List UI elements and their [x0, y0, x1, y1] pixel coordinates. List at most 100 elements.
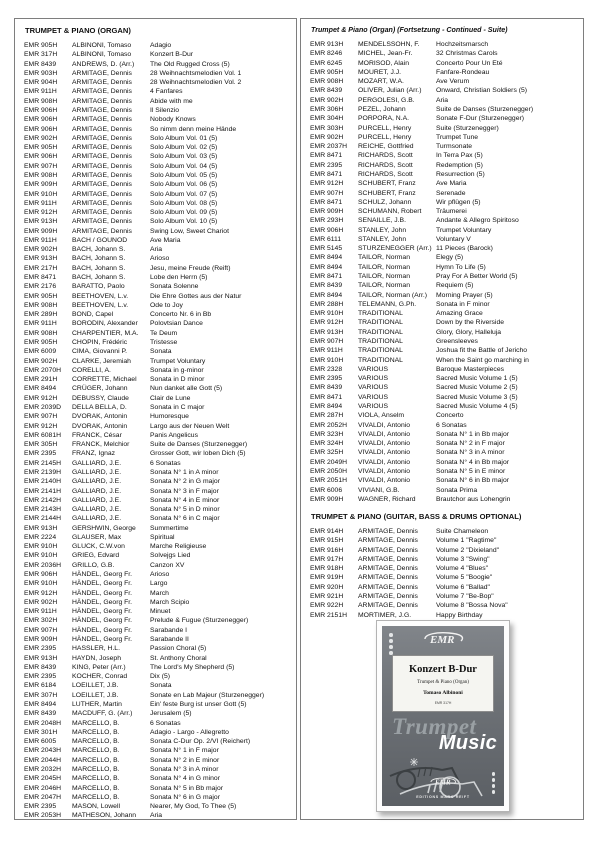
catalog-ref: EMR 919H — [310, 574, 344, 582]
catalog-ref: EMR 922H — [310, 602, 344, 610]
catalog-ref: EMR 2143H — [24, 506, 62, 514]
catalog-ref: EMR 912H — [310, 319, 344, 327]
catalog-composer: MENDELSSOHN, F. — [358, 41, 420, 48]
catalog-ref: EMR 8439 — [24, 60, 57, 68]
catalog-ref: EMR 911H — [24, 608, 57, 616]
catalog-composer: DVORAK, Antonin — [72, 413, 128, 421]
catalog-ref: EMR 902H — [24, 134, 58, 142]
catalog-composer: CHOPIN, Frédéric — [72, 339, 128, 346]
catalog-composer: TAILOR, Norman — [358, 282, 410, 290]
catalog-title: Sacred Music Volume 2 (5) — [436, 384, 518, 392]
catalog-composer: MICHEL, Jean-Fr. — [358, 50, 413, 58]
catalog-ref: EMR 908H — [24, 301, 58, 309]
catalog-composer: LUTHER, Martin — [72, 700, 122, 708]
catalog-title: 6 Sonatas — [150, 719, 181, 727]
table-row: EMR 2151H MORTIMER, J.G. Happy Birthday — [310, 611, 581, 620]
catalog-ref: EMR 323H — [310, 430, 344, 438]
catalog-composer: LOEILLET, J.B. — [72, 691, 119, 699]
table-row: EMR 909H SCHUMANN, Robert Träumerei — [310, 207, 581, 216]
catalog-ref: EMR 317H — [24, 51, 58, 59]
table-row: EMR 8471 BACH, Johann S. Lobe den Herrn (5… — [24, 273, 294, 282]
catalog-title: Joshua fit the Battle of Jericho — [436, 347, 528, 355]
table-row: EMR 902H HÄNDEL, Georg Fr. March Scipio — [24, 598, 294, 607]
table-row: EMR 921H ARMITAGE, Dennis Volume 7 "Be-Bop… — [310, 592, 581, 601]
catalog-ref: EMR 217H — [24, 264, 58, 272]
catalog-ref: EMR 910H — [310, 356, 344, 364]
catalog-title: March Scipio — [150, 598, 190, 606]
catalog-ref: EMR 912H — [24, 589, 58, 597]
table-row: EMR 902H BACH, Johann S. Aria — [24, 245, 294, 254]
catalog-title: Polovtsian Dance — [150, 320, 203, 328]
catalog-ref: EMR 8471 — [310, 152, 343, 160]
catalog-composer: ARMITAGE, Dennis — [358, 574, 418, 582]
catalog-title: Wir pflügen (5) — [436, 198, 481, 206]
table-row: EMR 2070H CORELLI, A. Sonata in g-minor — [24, 366, 294, 375]
catalog-title: Sonata C-Dur Op. 2/VI (Reichert) — [150, 738, 251, 746]
table-row: EMR 8439 ANDREWS, D. (Arr.) The Old Rugged… — [24, 60, 294, 69]
table-row: EMR 5145 STURZENEGGER (Arr.) 11 Pieces (Ba… — [310, 244, 581, 253]
catalog-composer: TAILOR, Norman — [358, 263, 410, 271]
catalog-composer: ARMITAGE, Dennis — [358, 555, 418, 563]
catalog-composer: BEETHOVEN, L.v. — [72, 301, 129, 309]
catalog-composer: CRÜGER, Johann — [72, 385, 128, 393]
table-row: EMR 920H ARMITAGE, Dennis Volume 6 "Ballad… — [310, 583, 581, 592]
catalog-composer: TELEMANN, G.Ph. — [358, 300, 417, 308]
table-row: EMR 2139H GALLIARD, J.E. Sonata N° 1 in A … — [24, 468, 294, 477]
table-row: EMR 903H ARMITAGE, Dennis 28 Weihnachtsmel… — [24, 69, 294, 78]
catalog-ref: EMR 2044H — [24, 756, 62, 764]
catalog-title: Amazing Grace — [436, 310, 483, 318]
catalog-title: Solo Album Vol. 02 (5) — [150, 144, 218, 152]
table-row: EMR 8471 RICHARDS, Scott Resurrection (5) — [310, 170, 581, 179]
catalog-title: 28 Weihnachtsmelodien Vol. 2 — [150, 79, 242, 87]
catalog-composer: PORPORA, N.A. — [358, 115, 409, 123]
catalog-composer: SENAILLE, J.B. — [358, 217, 406, 225]
catalog-composer: HÄNDEL, Georg Fr. — [72, 636, 133, 643]
table-row: EMR 305H FRANCK, Melchior Suite de Danses … — [24, 440, 294, 449]
table-row: EMR 217H BACH, Johann S. Jesu, meine Freud… — [24, 264, 294, 273]
catalog-composer: MORISOD, Alain — [358, 59, 409, 67]
table-row: EMR 908H ARMITAGE, Dennis Abide with me — [24, 97, 294, 106]
table-row: EMR 902H PURCELL, Henry Trumpet Tune — [310, 133, 581, 142]
catalog-title: Happy Birthday — [436, 611, 483, 619]
catalog-composer: HAYDN, Joseph — [72, 654, 121, 662]
catalog-column-left: TRUMPET & PIANO (ORGAN) EMR 905H ALBINONI… — [14, 18, 297, 820]
catalog-composer: VIOLA, Anselm — [358, 412, 405, 420]
catalog-composer: GALLIARD, J.E. — [72, 468, 122, 476]
catalog-composer: VARIOUS — [358, 402, 389, 410]
catalog-ref: EMR 909H — [24, 181, 58, 189]
table-row: EMR 2053H MATHESON, Johann Aria — [24, 811, 294, 819]
catalog-ref: EMR 909H — [24, 227, 58, 235]
catalog-title: Solo Album Vol. 08 (5) — [150, 199, 218, 207]
catalog-composer: VARIOUS — [358, 384, 389, 392]
catalog-ref: EMR 2050H — [310, 467, 348, 475]
table-row: EMR 911H BACH / GOUNOD Ave Maria — [24, 236, 294, 245]
table-row: EMR 913H HAYDN, Joseph St. Anthony Choral — [24, 654, 294, 663]
catalog-composer: VIVALDI, Antonio — [358, 421, 411, 429]
catalog-composer: BARATTO, Paolo — [72, 283, 125, 291]
catalog-composer: ARMITAGE, Dennis — [358, 593, 418, 601]
catalog-composer: VARIOUS — [358, 375, 389, 383]
table-row: EMR 907H SCHUBERT, Franz Serenade — [310, 189, 581, 198]
catalog-title: Largo — [150, 580, 168, 588]
catalog-composer: ARMITAGE, Dennis — [358, 602, 418, 610]
table-row: EMR 2140H GALLIARD, J.E. Sonata N° 2 in G … — [24, 477, 294, 486]
catalog-ref: EMR 8494 — [310, 254, 343, 262]
catalog-composer: ARMITAGE, Dennis — [358, 528, 418, 536]
catalog-composer: LOEILLET, J.B. — [72, 682, 119, 690]
catalog-composer: HÄNDEL, Georg Fr. — [72, 608, 133, 616]
catalog-composer: TRADITIONAL — [358, 338, 403, 345]
catalog-title: Suite de Danses (Sturzenegger) — [150, 441, 248, 449]
table-row: EMR 6081H FRANCK, César Panis Angelicus — [24, 431, 294, 440]
catalog-title: Concerto — [436, 412, 464, 420]
catalog-title: Die Ehre Gottes aus der Natur — [150, 292, 242, 300]
catalog-ref: EMR 902H — [310, 133, 344, 141]
catalog-composer: STANLEY, John — [358, 235, 407, 243]
catalog-title: Volume 7 "Be-Bop" — [436, 593, 494, 601]
table-row: EMR 8439 OLIVER, Julian (Arr.) Onward, Chr… — [310, 86, 581, 95]
catalog-composer: HÄNDEL, Georg Fr. — [72, 571, 133, 579]
catalog-ref: EMR 325H — [310, 449, 344, 457]
table-row: EMR 906H ARMITAGE, Dennis So nimm denn mei… — [24, 125, 294, 134]
catalog-title: Trumpet Voluntary — [150, 357, 206, 365]
catalog-composer: ARMITAGE, Dennis — [72, 162, 132, 170]
catalog-ref: EMR 8494 — [24, 385, 57, 393]
